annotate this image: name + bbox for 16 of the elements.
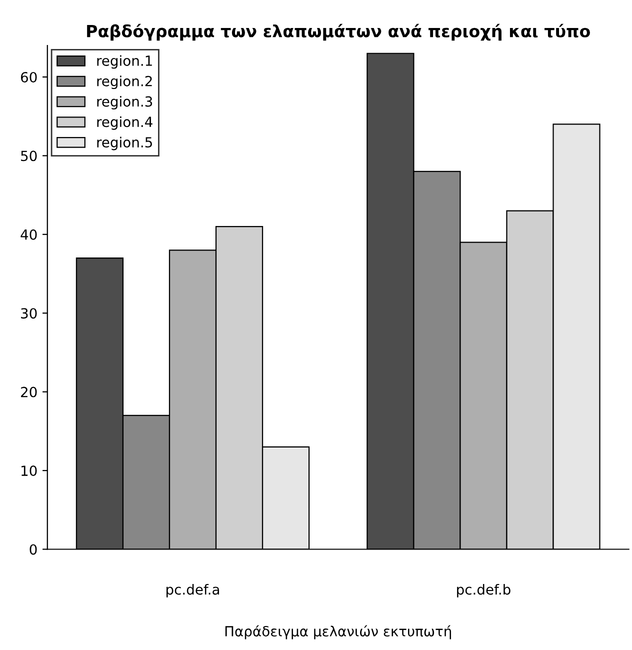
legend-label: region.5 xyxy=(97,136,152,150)
x-tick-label: pc.def.b xyxy=(457,584,510,598)
y-tick-label: 10 xyxy=(22,466,37,476)
y-tick-label: 40 xyxy=(20,229,37,240)
legend-label: region.2 xyxy=(97,76,152,90)
y-tick-label: 20 xyxy=(21,386,37,398)
chart-title: Ραβδόγραμμα των ελαπωμάτων ανά περιοχή και τύπο xyxy=(87,24,590,41)
y-tick-label: 0 xyxy=(30,544,37,555)
legend-label: region.1 xyxy=(97,55,152,69)
y-tick-label: 50 xyxy=(21,150,37,162)
legend-label: region.3 xyxy=(97,96,152,110)
x-tick-label: pc.def.a xyxy=(166,584,220,598)
y-tick-label: 60 xyxy=(20,72,37,82)
y-tick-label: 30 xyxy=(21,308,37,319)
legend-label: region.4 xyxy=(97,116,152,130)
x-axis-title: Παράδειγμα μελανιών εκτυπωτή xyxy=(225,625,452,640)
